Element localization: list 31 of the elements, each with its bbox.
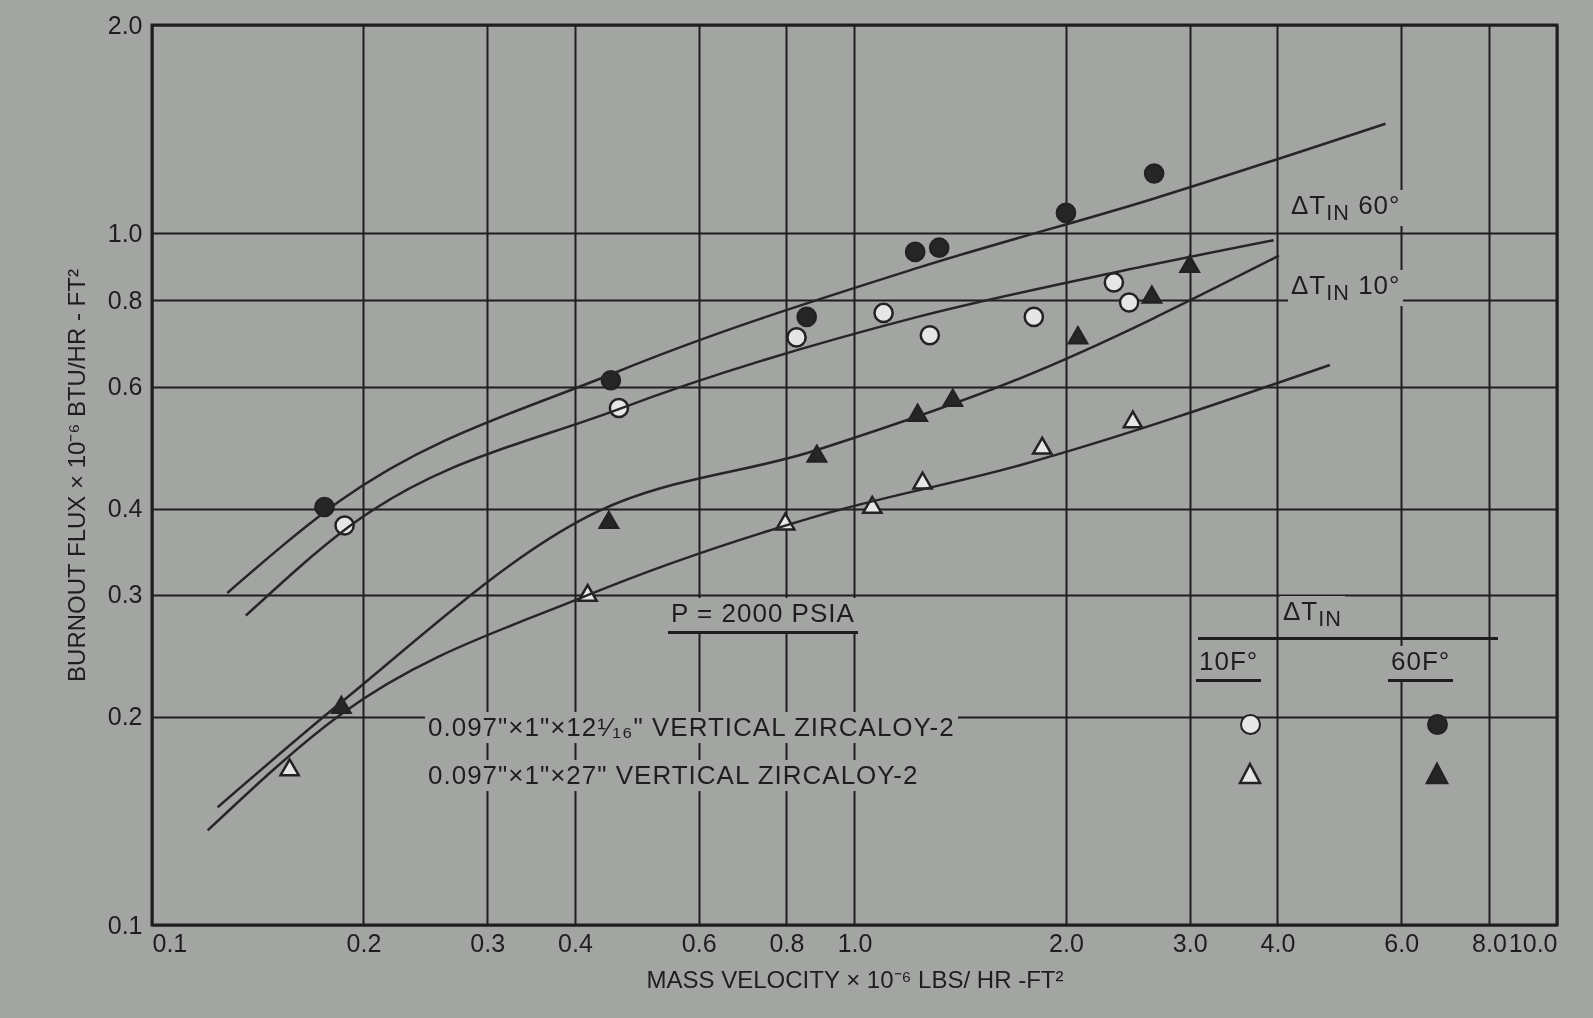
- y-tick-label: 0.2: [107, 702, 143, 731]
- y-tick-label: 1.0: [107, 218, 143, 247]
- annotation: 10F°: [1196, 646, 1262, 682]
- y-tick-label: 0.1: [107, 910, 143, 939]
- annotation: 0.097"×1"×27" VERTICAL ZIRCALOY-2: [425, 760, 922, 791]
- y-tick-label: 0.4: [107, 494, 143, 523]
- x-axis-title: MASS VELOCITY × 10⁻⁶ LBS/ HR -FT²: [646, 965, 1064, 993]
- x-tick-label: 0.1: [152, 928, 188, 957]
- annotation: 60F°: [1388, 646, 1454, 682]
- annotation: ΔT$_{IN}$ 10°: [1288, 270, 1404, 307]
- y-axis-title: BURNOUT FLUX × 10⁻⁶ BTU/HR - FT²: [62, 269, 90, 682]
- y-tick-label: 0.8: [107, 285, 143, 314]
- x-tick-label: 3.0: [1172, 928, 1208, 957]
- x-tick-label: 0.6: [681, 928, 717, 957]
- x-tick-label: 0.3: [470, 928, 506, 957]
- x-tick-label: 0.2: [346, 928, 382, 957]
- annotation: ΔT$_{IN}$ 60°: [1288, 190, 1404, 227]
- annotation: 0.097"×1"×12¹⁄₁₆" VERTICAL ZIRCALOY-2: [425, 712, 958, 743]
- x-tick-label: 1.0: [837, 928, 873, 957]
- y-tick-label: 0.6: [107, 372, 143, 401]
- y-tick-label: 2.0: [107, 10, 143, 39]
- x-tick-label: 4.0: [1260, 928, 1296, 957]
- x-tick-label: 0.4: [558, 928, 593, 957]
- x-tick-label: 6.0: [1384, 928, 1420, 957]
- x-tick-label: 10.0: [1508, 928, 1558, 957]
- annotation: ΔT$_{IN}$: [1280, 596, 1345, 633]
- annotation: P = 2000 PSIA: [668, 598, 858, 634]
- x-tick-label: 8.0: [1472, 928, 1507, 957]
- x-tick-label: 0.8: [769, 928, 805, 957]
- y-tick-label: 0.3: [107, 580, 143, 609]
- x-tick-label: 2.0: [1049, 928, 1084, 957]
